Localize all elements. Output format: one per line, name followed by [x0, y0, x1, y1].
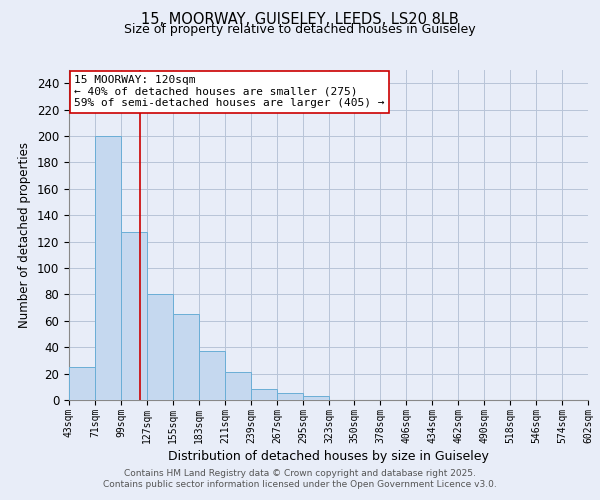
Text: Contains HM Land Registry data © Crown copyright and database right 2025.: Contains HM Land Registry data © Crown c… [124, 468, 476, 477]
Bar [277, 394, 303, 400]
Bar [121, 232, 147, 400]
Bar [173, 314, 199, 400]
Y-axis label: Number of detached properties: Number of detached properties [19, 142, 31, 328]
Bar [147, 294, 173, 400]
Text: Size of property relative to detached houses in Guiseley: Size of property relative to detached ho… [124, 22, 476, 36]
Bar [225, 372, 251, 400]
X-axis label: Distribution of detached houses by size in Guiseley: Distribution of detached houses by size … [168, 450, 489, 463]
Text: 15 MOORWAY: 120sqm
← 40% of detached houses are smaller (275)
59% of semi-detach: 15 MOORWAY: 120sqm ← 40% of detached hou… [74, 75, 385, 108]
Bar [251, 390, 277, 400]
Bar [69, 367, 95, 400]
Bar [95, 136, 121, 400]
Text: Contains public sector information licensed under the Open Government Licence v3: Contains public sector information licen… [103, 480, 497, 489]
Bar [303, 396, 329, 400]
Bar [199, 351, 225, 400]
Text: 15, MOORWAY, GUISELEY, LEEDS, LS20 8LB: 15, MOORWAY, GUISELEY, LEEDS, LS20 8LB [141, 12, 459, 28]
